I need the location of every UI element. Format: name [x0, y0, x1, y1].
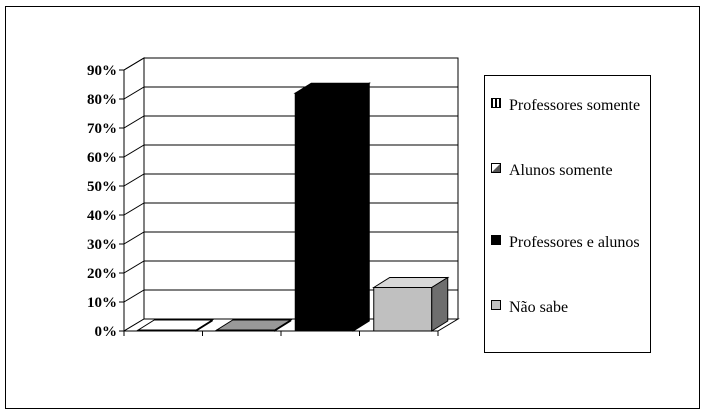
y-tick-label: 90% — [87, 63, 117, 79]
bar-professores-e-alunos-side — [352, 82, 370, 332]
y-tick-label: 30% — [87, 237, 117, 253]
y-tick-label: 50% — [87, 179, 117, 195]
legend-label: Não sabe — [509, 299, 569, 316]
y-tick-label: 80% — [87, 92, 117, 108]
legend-swatch-diagonal — [491, 163, 501, 173]
legend-swatch-black — [491, 235, 501, 245]
legend-swatch-vertical-stripes — [491, 98, 501, 108]
legend-label: Professores e alunos — [509, 234, 640, 251]
legend: Professores somente Alunos somente Profe… — [484, 75, 651, 353]
y-tick-label: 60% — [87, 150, 117, 166]
gridline — [123, 57, 458, 71]
y-tick-label: 0% — [95, 324, 118, 340]
bar-professores-e-alunos-front — [294, 92, 354, 332]
legend-label: Alunos somente — [509, 162, 613, 179]
bar-nao-sabe-side — [431, 276, 449, 332]
y-tick-label: 40% — [87, 208, 117, 224]
bar-alunos-somente-side — [274, 319, 292, 332]
side-wall — [123, 57, 145, 332]
y-tick-label: 20% — [87, 266, 117, 282]
y-tick-label: 10% — [87, 295, 117, 311]
y-tick-label: 70% — [87, 121, 117, 137]
bar-professores-somente-side — [195, 319, 213, 332]
legend-swatch-gray — [491, 300, 501, 310]
bar-nao-sabe-front — [373, 287, 433, 332]
plot-area: 0% 10% 20% 30% 40% 50% 60% 70% 80% 90% — [87, 57, 460, 340]
legend-label: Professores somente — [509, 97, 641, 114]
